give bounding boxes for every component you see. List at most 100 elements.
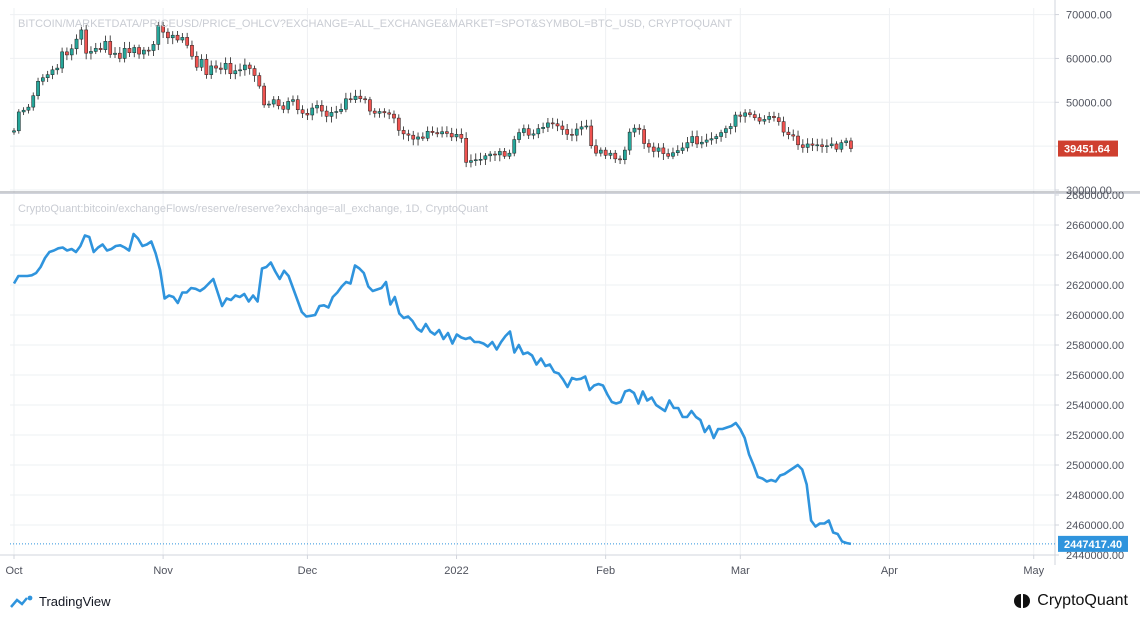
candle-body (358, 95, 363, 100)
candle-body (796, 135, 800, 146)
candle-body (65, 51, 69, 56)
candle-body (762, 119, 767, 122)
candle-body (526, 128, 531, 136)
time-axis-tick-label: Feb (596, 565, 615, 577)
tradingview-logo[interactable]: TradingView (10, 594, 111, 609)
candle-body (392, 113, 396, 119)
candle-body (805, 143, 810, 148)
candle-body (570, 134, 574, 136)
candle-body (228, 63, 233, 75)
candle-body (175, 34, 180, 41)
candle-body (31, 95, 36, 108)
reserve-last-value-label: 2447417.40 (1064, 539, 1122, 551)
candle-body (680, 147, 685, 151)
candle-body (103, 41, 108, 50)
price-axis-tick-label: 30000.00 (1066, 185, 1112, 197)
candle-body (743, 112, 747, 117)
candle-body (546, 122, 550, 128)
candle-body (550, 122, 555, 125)
reserve-axis-tick-label: 2620000.00 (1066, 280, 1124, 292)
candle-body (305, 113, 310, 116)
reserve-axis-tick-label: 2520000.00 (1066, 430, 1124, 442)
candle-body (454, 134, 459, 138)
time-axis-tick-label: Dec (298, 565, 318, 577)
reserve-axis-tick-label: 2540000.00 (1066, 400, 1124, 412)
candle-body (425, 130, 430, 139)
candle-body (247, 64, 252, 69)
candle-body (161, 25, 165, 33)
time-axis-tick-label: Apr (881, 565, 898, 577)
price-pane-title: BITCOIN/MARKETDATA/PRICEUSD/PRICE_OHLCV?… (18, 18, 732, 30)
candle-body (267, 103, 271, 106)
candle-body (666, 153, 671, 157)
reserve-axis-tick-label: 2500000.00 (1066, 460, 1124, 472)
candle-body (170, 34, 175, 39)
candle-body (156, 25, 161, 45)
candle-body (488, 153, 493, 157)
candle-body (300, 109, 305, 114)
candle-body (724, 128, 728, 133)
reserve-series-line (12, 232, 852, 546)
time-axis-tick-label: Oct (5, 565, 22, 577)
candle-body (60, 51, 64, 69)
candle-body (122, 48, 127, 59)
candle-body (440, 131, 444, 135)
candle-body (421, 136, 425, 139)
candle-body (146, 49, 151, 52)
candle-body (69, 48, 74, 56)
candle-body (752, 114, 757, 118)
cryptoquant-icon (1014, 594, 1031, 608)
candle-body (579, 126, 584, 130)
candle-body (334, 111, 339, 113)
candle-body (276, 99, 281, 107)
candle-body (608, 152, 613, 156)
candle-body (517, 132, 521, 140)
candle-body (16, 111, 21, 132)
candle-body (781, 121, 786, 133)
candle-body (291, 99, 295, 102)
candle-body (416, 136, 420, 140)
reserve-axis-tick-label: 2460000.00 (1066, 520, 1124, 532)
candle-body (89, 51, 93, 54)
candle-body (478, 159, 483, 161)
candle-body (772, 116, 776, 118)
candle-body (142, 49, 146, 55)
candle-body (598, 149, 603, 154)
time-axis-tick-label: Mar (731, 565, 750, 577)
candle-body (238, 69, 242, 72)
candle-body (651, 146, 656, 152)
candle-body (55, 67, 60, 71)
candle-body (98, 48, 103, 50)
candle-body (637, 127, 642, 130)
candle-body (733, 114, 738, 127)
candle-body (849, 140, 853, 149)
candle-body (344, 98, 348, 110)
candle-body (233, 70, 238, 75)
reserve-axis-tick-label: 2660000.00 (1066, 220, 1124, 232)
candle-body (714, 136, 719, 139)
candle-body (252, 68, 257, 76)
candle-body (685, 142, 690, 149)
cryptoquant-logo[interactable]: CryptoQuant (1012, 592, 1128, 610)
candle-body (262, 85, 266, 106)
candle-body (800, 144, 805, 148)
price-axis-tick-label: 70000.00 (1066, 10, 1112, 22)
candle-body (185, 37, 190, 46)
candle-body (473, 159, 478, 161)
candle-body (368, 99, 372, 112)
time-axis-tick-label: 2022 (444, 565, 468, 577)
candle-body (41, 77, 45, 82)
candle-body (377, 111, 382, 114)
candle-body (84, 29, 89, 54)
candle-body (180, 37, 185, 41)
candle-body (531, 133, 536, 136)
candle-body (166, 31, 170, 39)
candle-body (329, 112, 334, 117)
candle-body (502, 151, 507, 157)
candle-body (411, 134, 416, 140)
candle-body (661, 147, 666, 154)
candle-body (560, 125, 565, 130)
candle-body (632, 127, 637, 133)
candle-body (387, 112, 392, 115)
